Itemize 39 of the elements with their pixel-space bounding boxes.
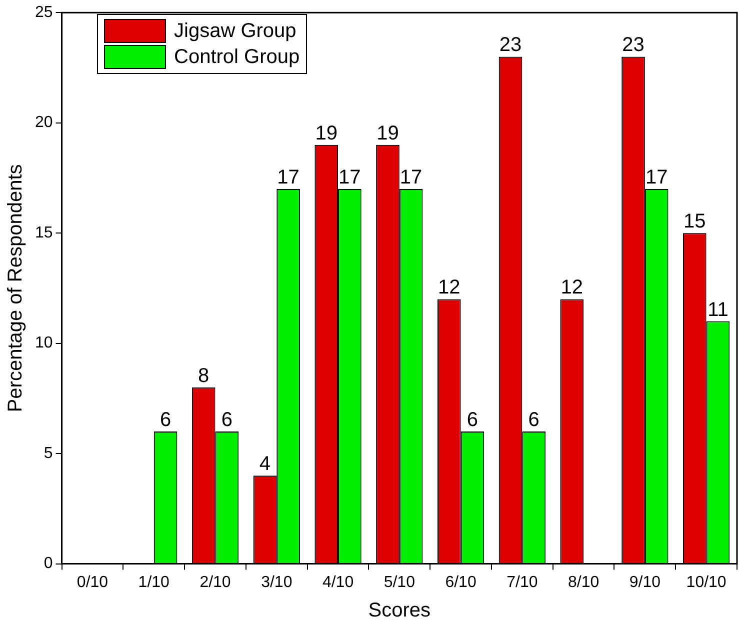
data-label: 12 [560,276,584,299]
x-tick-label: 3/10 [261,574,292,591]
x-axis-title: Scores [368,600,431,622]
x-tick-label: 9/10 [629,574,661,591]
data-label: 8 [198,364,210,387]
y-tick-label: 0 [44,555,53,572]
data-label: 6 [221,409,232,432]
data-label: 23 [622,34,644,56]
y-tick-label: 10 [35,334,53,352]
data-label: 17 [277,166,300,188]
data-label: 11 [708,298,728,321]
x-tick-label: 1/10 [138,574,170,591]
data-label: 6 [160,409,172,432]
legend-label: Jigsaw Group [174,20,296,42]
x-tick-label: 8/10 [568,574,600,591]
y-tick-label: 25 [35,4,53,22]
y-tick-label: 20 [35,114,53,132]
data-label: 17 [338,166,361,188]
x-tick-label: 7/10 [506,574,538,591]
x-tick-label: 4/10 [322,574,354,591]
data-label: 12 [438,276,460,299]
x-tick-label: 10/10 [686,574,726,591]
y-tick-label: 5 [44,444,53,462]
legend-label: Control Group [174,46,300,68]
data-label: 4 [259,453,271,476]
x-tick-label: 2/10 [200,574,231,591]
data-label: 23 [499,34,522,56]
data-label: 6 [528,409,540,432]
y-axis-title: Percentage of Respondents [4,164,27,412]
data-label: 6 [466,409,478,432]
data-label: 15 [684,210,706,233]
y-tick-label: 15 [35,224,53,242]
data-label: 19 [315,122,338,144]
data-label: 17 [400,166,422,188]
data-label: 17 [645,166,668,188]
data-label: 19 [376,122,399,144]
x-tick-label: 5/10 [384,574,416,591]
x-tick-label: 0/10 [76,574,108,591]
x-tick-label: 6/10 [445,574,476,591]
